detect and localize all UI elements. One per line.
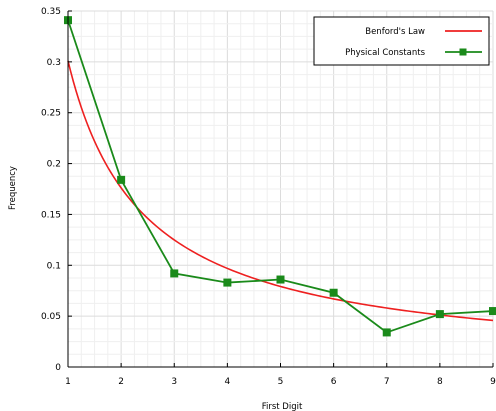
y-tick-label: 0.1 bbox=[47, 261, 61, 271]
x-tick-label: 6 bbox=[331, 377, 337, 387]
data-point-physical bbox=[223, 278, 232, 287]
x-tick-label: 4 bbox=[225, 377, 231, 387]
x-tick-label: 7 bbox=[384, 377, 390, 387]
x-tick-label: 8 bbox=[437, 377, 443, 387]
y-tick-label: 0.2 bbox=[47, 160, 61, 170]
y-tick-label: 0.3 bbox=[47, 58, 61, 68]
x-tick-label: 9 bbox=[490, 377, 496, 387]
y-tick-label: 0 bbox=[55, 363, 61, 373]
x-tick-label: 3 bbox=[171, 377, 177, 387]
y-tick-label: 0.25 bbox=[41, 109, 61, 119]
grid bbox=[67, 10, 494, 368]
data-point-physical bbox=[117, 175, 126, 184]
x-tick-label: 1 bbox=[65, 377, 71, 387]
x-tick-label: 2 bbox=[118, 377, 124, 387]
data-point-physical bbox=[435, 310, 444, 319]
legend-label-benford: Benford's Law bbox=[365, 27, 425, 37]
legend: Benford's Law Physical Constants bbox=[313, 16, 490, 66]
data-point-physical bbox=[382, 328, 391, 337]
legend-label-physical: Physical Constants bbox=[345, 48, 425, 58]
y-tick-label: 0.05 bbox=[41, 312, 61, 322]
axes bbox=[67, 10, 494, 368]
data-point-physical bbox=[489, 307, 496, 316]
legend-marker-physical bbox=[459, 48, 467, 56]
x-tick-label: 5 bbox=[278, 377, 284, 387]
series-layer bbox=[64, 16, 496, 337]
data-point-physical bbox=[276, 275, 285, 284]
y-axis-label: Frequency bbox=[8, 166, 18, 210]
y-tick-label: 0.15 bbox=[41, 210, 61, 220]
y-tick-label: 0.35 bbox=[41, 7, 61, 17]
tick-labels: 1 2 3 4 5 6 7 8 9 0 0.05 0.1 0.15 0.2 0.25 0.3 0.35 bbox=[41, 7, 496, 387]
data-point-physical bbox=[329, 288, 338, 297]
x-axis-label: First Digit bbox=[262, 402, 303, 411]
legend-box bbox=[313, 16, 490, 66]
data-point-physical bbox=[170, 269, 179, 278]
